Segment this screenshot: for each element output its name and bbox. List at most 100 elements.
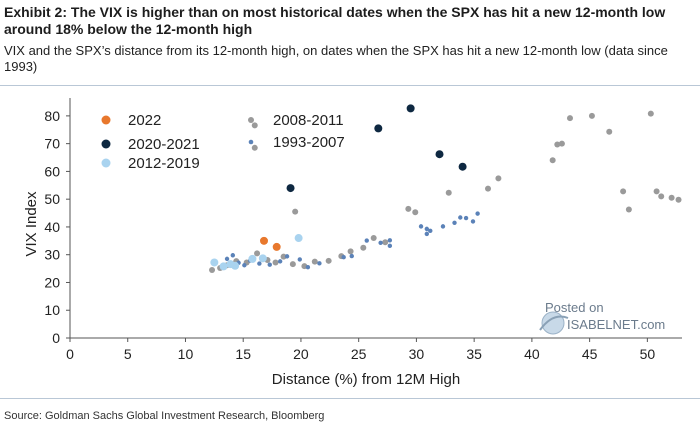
point-2008-2011 [485, 185, 492, 192]
point-1993-2007 [424, 231, 430, 237]
legend-label-2012-2019: 2012-2019 [128, 155, 200, 172]
scatter-chart: 0 10 20 30 40 50 60 70 80 0 5 10 15 20 25 30 35 40 45 50 20… [23, 98, 682, 388]
point-2008-2011 [280, 253, 287, 260]
point-2022 [272, 242, 281, 251]
point-2008-2011 [347, 248, 354, 255]
point-1993-2007 [297, 257, 302, 262]
point-2008-2011 [292, 208, 299, 215]
y-tick-label: 60 [44, 163, 60, 179]
point-1993-2007 [418, 224, 424, 229]
x-tick-label: 15 [235, 346, 251, 362]
point-1993-2007 [452, 220, 457, 225]
point-2008-2011 [405, 205, 412, 212]
point-2008-2011 [360, 244, 367, 251]
point-1993-2007 [387, 238, 393, 243]
point-2020-2021 [406, 104, 415, 113]
point-1993-2007 [257, 261, 262, 266]
bottom-divider [0, 398, 700, 399]
point-2008-2011 [625, 206, 632, 213]
legend-marker-2008-2011 [248, 117, 254, 123]
x-tick-label: 50 [640, 346, 656, 362]
point-1993-2007 [224, 256, 230, 262]
point-1993-2007 [458, 215, 463, 220]
point-1993-2007 [242, 263, 247, 268]
x-tick-label: 5 [124, 346, 132, 362]
legend-marker-2020-2021 [101, 139, 111, 149]
point-2008-2011 [251, 122, 258, 129]
legend-label-2008-2011: 2008-2011 [273, 112, 344, 129]
point-2008-2011 [675, 196, 682, 203]
source-note: Source: Goldman Sachs Global Investment … [4, 410, 325, 422]
legend-marker-1993-2007 [248, 139, 254, 145]
x-tick-label: 10 [178, 346, 194, 362]
point-1993-2007 [378, 240, 383, 245]
point-2012-2019 [294, 234, 303, 243]
point-2008-2011 [495, 175, 502, 182]
y-tick-label: 0 [52, 330, 60, 346]
point-2008-2011 [647, 110, 654, 117]
point-2008-2011 [370, 235, 377, 242]
point-2008-2011 [382, 239, 389, 246]
point-2008-2011 [254, 250, 261, 257]
chart-title: Exhibit 2: The VIX is higher than on mos… [4, 4, 666, 37]
top-divider [0, 85, 700, 86]
point-2008-2011 [412, 209, 419, 216]
point-2008-2011 [566, 115, 573, 122]
x-axis-label: Distance (%) from 12M High [272, 371, 460, 388]
point-1993-2007 [341, 255, 346, 260]
point-2008-2011 [325, 257, 332, 264]
point-2008-2011 [588, 112, 595, 119]
point-2008-2011 [554, 141, 561, 148]
point-2008-2011 [668, 194, 675, 201]
y-tick-label: 30 [44, 247, 60, 263]
point-1993-2007 [470, 219, 476, 224]
data-points [209, 104, 682, 273]
point-1993-2007 [364, 238, 369, 243]
point-1993-2007 [349, 253, 354, 259]
point-2012-2019 [248, 254, 257, 263]
point-2008-2011 [311, 258, 318, 265]
x-tick-label: 0 [66, 346, 74, 362]
point-2020-2021 [286, 184, 295, 193]
point-2008-2011 [209, 266, 216, 273]
point-1993-2007 [284, 254, 290, 259]
x-tick-label: 30 [409, 346, 425, 362]
point-2012-2019 [231, 261, 240, 270]
point-2008-2011 [251, 144, 258, 151]
point-2020-2021 [374, 124, 383, 133]
watermark: Posted on ISABELNET.com [539, 300, 665, 335]
point-2008-2011 [445, 189, 452, 196]
chart-subtitle: VIX and the SPX’s distance from its 12-m… [4, 43, 668, 74]
watermark-line1: Posted on [545, 300, 604, 315]
point-1993-2007 [440, 224, 446, 229]
x-tick-label: 20 [293, 346, 309, 362]
x-tick-label: 40 [524, 346, 540, 362]
x-tick-label: 35 [466, 346, 482, 362]
point-2008-2011 [272, 259, 279, 266]
point-1993-2007 [475, 211, 480, 216]
watermark-swoosh-icon [539, 315, 569, 331]
point-2008-2011 [653, 188, 660, 195]
y-axis-label: VIX Index [23, 191, 40, 257]
point-2020-2021 [435, 150, 444, 159]
point-1993-2007 [267, 262, 272, 267]
y-tick-label: 80 [44, 108, 60, 124]
legend-label-2020-2021: 2020-2021 [128, 136, 200, 153]
point-1993-2007 [387, 243, 393, 249]
point-2008-2011 [289, 261, 296, 268]
point-1993-2007 [463, 215, 469, 221]
point-2008-2011 [606, 128, 613, 135]
point-2012-2019 [210, 258, 219, 267]
point-2008-2011 [620, 188, 627, 195]
legend-marker-2012-2019 [101, 158, 111, 168]
point-2012-2019 [258, 254, 267, 263]
y-tick-label: 70 [44, 136, 60, 152]
x-tick-label: 25 [351, 346, 367, 362]
point-2012-2019 [219, 262, 228, 271]
point-1993-2007 [230, 253, 236, 258]
point-2008-2011 [549, 157, 556, 164]
legend-label-1993-2007: 1993-2007 [273, 134, 345, 151]
point-2020-2021 [458, 162, 467, 171]
legend-marker-2022 [101, 115, 111, 125]
legend-label-2022: 2022 [128, 112, 161, 129]
